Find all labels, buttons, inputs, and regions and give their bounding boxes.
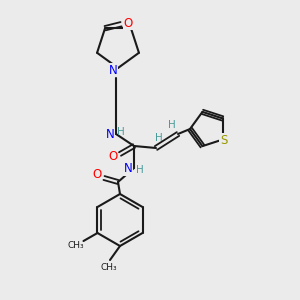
Text: N: N bbox=[109, 64, 117, 76]
Text: O: O bbox=[108, 149, 118, 163]
Text: O: O bbox=[123, 17, 133, 30]
Text: N: N bbox=[106, 128, 114, 142]
Text: O: O bbox=[92, 169, 102, 182]
Text: H: H bbox=[136, 165, 144, 175]
Text: S: S bbox=[220, 134, 227, 147]
Text: CH₃: CH₃ bbox=[67, 241, 84, 250]
Text: H: H bbox=[155, 133, 163, 143]
Text: CH₃: CH₃ bbox=[101, 262, 117, 272]
Text: H: H bbox=[168, 120, 176, 130]
Text: H: H bbox=[117, 127, 125, 137]
Text: N: N bbox=[124, 163, 132, 176]
